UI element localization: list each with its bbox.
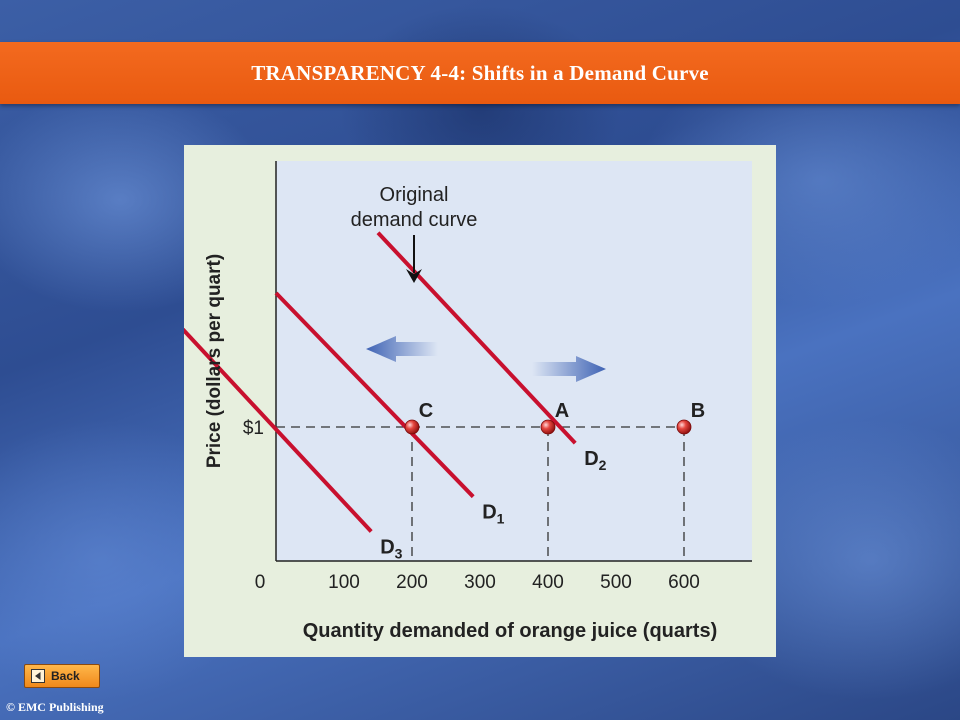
annotation-line1: Original: [380, 184, 449, 206]
copyright-footer: © EMC Publishing: [6, 700, 104, 714]
point-label-C: C: [419, 400, 433, 422]
point-A: [540, 419, 556, 435]
back-button[interactable]: Back: [24, 664, 100, 688]
point-B: [676, 419, 692, 435]
x-tick-200: 200: [396, 572, 428, 593]
x-axis-label: Quantity demanded of orange juice (quart…: [303, 620, 718, 642]
arrow-down-icon: [406, 269, 422, 283]
title-banner: TRANSPARENCY 4-4: Shifts in a Demand Cur…: [0, 42, 960, 104]
x-tick-400: 400: [532, 572, 564, 593]
x-tick-500: 500: [600, 572, 632, 593]
y-tick-label: $1: [243, 418, 264, 439]
reference-dashes: [276, 426, 685, 561]
x-tick-labels: 0 100 200 300 400 500 600: [255, 572, 700, 593]
point-C: [404, 419, 420, 435]
shift-left-arrow-icon: [366, 336, 438, 362]
x-tick-0: 0: [255, 572, 266, 593]
annotation-line2: demand curve: [351, 209, 478, 231]
shift-arrows: [366, 336, 606, 382]
page-title: TRANSPARENCY 4-4: Shifts in a Demand Cur…: [251, 60, 709, 85]
point-label-A: A: [555, 400, 569, 422]
demand-curve-D3: [184, 327, 373, 533]
y-tick-labels: $1: [243, 418, 264, 439]
demand-curve-D2: [376, 231, 577, 445]
x-tick-100: 100: [328, 572, 360, 593]
shift-right-arrow-icon: [532, 356, 606, 382]
demand-curve-D1: [274, 291, 475, 499]
x-tick-300: 300: [464, 572, 496, 593]
x-tick-600: 600: [668, 572, 700, 593]
back-arrow-icon: [31, 669, 45, 683]
demand-curves: [184, 231, 577, 533]
y-axis-label: Price (dollars per quart): [204, 254, 225, 468]
original-curve-annotation: Original demand curve: [351, 184, 478, 283]
point-label-B: B: [691, 400, 705, 422]
back-button-label: Back: [51, 669, 80, 683]
plot-area: [276, 161, 752, 561]
